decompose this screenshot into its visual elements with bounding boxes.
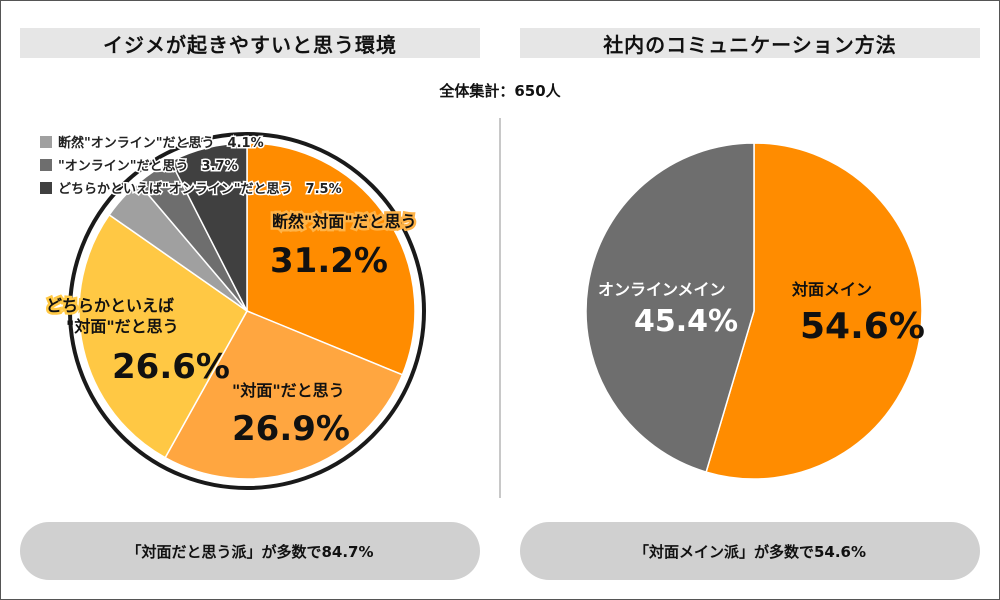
left-pie-slice-5 xyxy=(169,142,248,312)
slice-value-taimen-main: 54.6% xyxy=(800,306,925,347)
right-chart-title: 社内のコミュニケーション方法 xyxy=(520,28,980,58)
legend-swatch-1 xyxy=(40,159,52,171)
left-legend: 断然"オンライン"だと思う 4.1% "オンライン"だと思う 3.7% どちらか… xyxy=(40,134,343,199)
left-pie xyxy=(78,142,416,480)
legend-label-1: "オンライン"だと思う 3.7% xyxy=(58,159,238,174)
slice-label-taimen-main: 対面メイン xyxy=(791,280,872,299)
slice-label-dochira-taimen-1: どちらかといえば xyxy=(46,296,174,315)
legend-label-0: 断然"オンライン"だと思う 4.1% xyxy=(58,135,264,151)
left-summary-pill: 「対面だと思う派」が多数で84.7% xyxy=(20,522,480,580)
slice-value-dochira-taimen: 26.6% xyxy=(112,347,230,387)
left-pie-slice-1 xyxy=(164,310,404,480)
right-pie xyxy=(585,142,923,480)
right-pie-slice-0 xyxy=(705,142,923,480)
slice-label-online-main: オンラインメイン xyxy=(598,280,726,299)
slice-value-taimen: 26.9% xyxy=(232,409,350,449)
legend-swatch-0 xyxy=(40,136,52,148)
left-chart-title: イジメが起きやすいと思う環境 xyxy=(20,28,480,58)
left-pie-slice-0 xyxy=(246,142,416,376)
slice-value-danzen-taimen: 31.2% xyxy=(270,241,388,281)
divider xyxy=(499,118,501,498)
right-summary-pill: 「対面メイン派」が多数で54.6% xyxy=(520,522,980,580)
slice-label-dochira-taimen-2: "対面"だと思う xyxy=(66,317,179,336)
legend-swatch-2 xyxy=(40,182,52,194)
slice-value-online-main: 45.4% xyxy=(634,304,738,339)
left-pie-ring xyxy=(68,132,426,490)
slice-label-danzen-taimen: 断然"対面"だと思う xyxy=(272,212,417,231)
left-pie-slice-2 xyxy=(78,213,248,459)
right-pie-slice-1 xyxy=(585,142,755,473)
total-respondents: 全体集計：650人 xyxy=(439,82,561,100)
slice-label-taimen: "対面"だと思う xyxy=(232,381,345,400)
legend-label-2: どちらかといえば"オンライン"だと思う 7.5% xyxy=(58,182,342,197)
